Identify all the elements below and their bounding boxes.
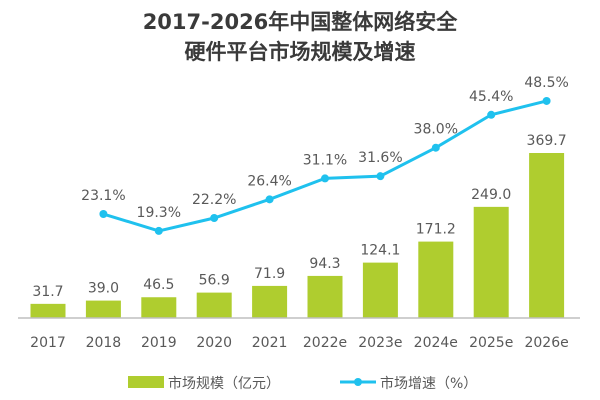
- bar-label-2022e: 94.3: [309, 256, 340, 272]
- bar-2026e: [529, 153, 565, 318]
- x-tick-2019: 2019: [141, 335, 177, 351]
- bar-label-2018: 39.0: [88, 281, 119, 297]
- growth-point-2022e: [321, 174, 329, 183]
- bar-label-2017: 31.7: [32, 284, 63, 300]
- chart-title-line1: 2017-2026年中国整体网络安全: [142, 10, 458, 34]
- growth-point-2018: [99, 210, 108, 219]
- x-tick-2018: 2018: [86, 335, 122, 351]
- growth-label-2020: 22.2%: [192, 192, 236, 208]
- bar-label-2019: 46.5: [143, 277, 174, 293]
- growth-point-2019: [154, 226, 163, 235]
- growth-label-2025e: 45.4%: [469, 89, 513, 105]
- x-tick-2024e: 2024e: [414, 335, 458, 351]
- growth-label-2021: 26.4%: [247, 173, 291, 189]
- legend-bar-label: 市场规模（亿元）: [168, 375, 280, 392]
- growth-point-2023e: [376, 172, 385, 181]
- growth-label-2023e: 31.6%: [358, 150, 402, 166]
- x-tick-2026e: 2026e: [524, 335, 568, 351]
- bar-2021: [252, 285, 288, 318]
- growth-label-2019: 19.3%: [137, 205, 181, 221]
- legend-line-label: 市场增速（%）: [380, 375, 477, 392]
- growth-point-2025e: [487, 110, 496, 119]
- legend-line-marker: [354, 378, 362, 386]
- x-tick-2020: 2020: [196, 335, 232, 351]
- x-tick-2021: 2021: [252, 335, 288, 351]
- bar-label-2025e: 249.0: [471, 187, 511, 203]
- growth-point-2021: [265, 195, 274, 204]
- bar-label-2020: 56.9: [199, 273, 230, 289]
- x-tick-2017: 2017: [30, 335, 66, 351]
- growth-point-2024e: [431, 143, 440, 152]
- growth-point-2020: [210, 214, 219, 223]
- bar-2025e: [473, 206, 509, 318]
- x-tick-2025e: 2025e: [469, 335, 513, 351]
- bar-2020: [196, 292, 232, 318]
- bar-label-2024e: 171.2: [416, 222, 456, 238]
- bar-2023e: [362, 262, 398, 318]
- bar-label-2026e: 369.7: [527, 133, 567, 149]
- x-tick-2022e: 2022e: [303, 335, 347, 351]
- chart-title-line2: 硬件平台市场规模及增速: [184, 40, 416, 64]
- legend-bar-swatch: [128, 376, 164, 388]
- growth-label-2024e: 38.0%: [414, 122, 458, 138]
- x-tick-2023e: 2023e: [358, 335, 402, 351]
- bar-2018: [85, 300, 121, 318]
- bar-2019: [141, 297, 177, 318]
- growth-label-2026e: 48.5%: [524, 75, 568, 91]
- growth-label-2022e: 31.1%: [303, 152, 347, 168]
- bar-2022e: [307, 275, 343, 318]
- growth-point-2026e: [542, 96, 551, 105]
- growth-label-2018: 23.1%: [81, 188, 125, 204]
- bar-2024e: [418, 241, 454, 318]
- bar-label-2021: 71.9: [254, 266, 285, 282]
- bar-2017: [30, 303, 66, 318]
- bar-label-2023e: 124.1: [360, 243, 400, 259]
